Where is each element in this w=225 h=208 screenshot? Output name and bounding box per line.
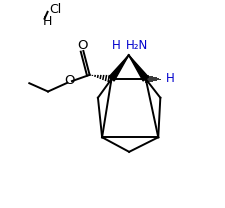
Text: O: O: [77, 39, 88, 52]
Text: O: O: [65, 74, 75, 87]
Text: H: H: [112, 39, 121, 52]
Text: H: H: [166, 72, 174, 85]
Text: H: H: [43, 15, 52, 28]
Text: Cl: Cl: [49, 3, 61, 16]
Polygon shape: [109, 55, 129, 81]
Polygon shape: [129, 55, 148, 81]
Text: H₂N: H₂N: [126, 39, 148, 52]
